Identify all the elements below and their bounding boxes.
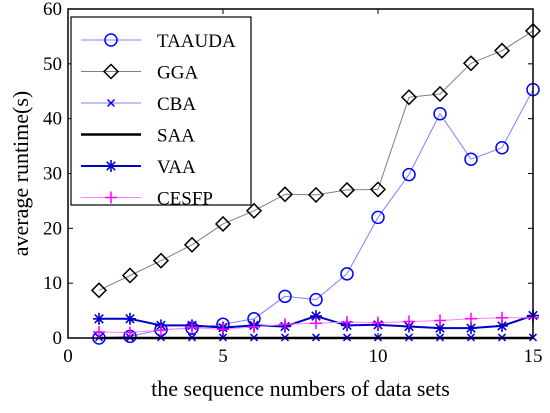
data-point-vaa xyxy=(465,322,477,335)
data-point-taauda xyxy=(495,140,509,155)
legend-label-cba: CBA xyxy=(157,94,196,115)
y-tick-label: 20 xyxy=(43,218,62,239)
data-point-gga xyxy=(121,267,139,284)
data-point-taauda xyxy=(278,289,292,304)
legend-marker-taauda xyxy=(104,33,118,47)
legend-marker-cba xyxy=(106,98,116,108)
data-point-cesfp xyxy=(372,316,384,329)
data-point-gga xyxy=(307,186,325,203)
data-point-gga xyxy=(400,89,418,106)
legend-label-taauda: TAAUDA xyxy=(157,31,236,52)
data-point-cesfp xyxy=(93,325,105,338)
legend-marker-cesfp xyxy=(105,191,117,204)
data-point-taauda xyxy=(309,292,323,307)
data-point-cesfp xyxy=(465,312,477,325)
x-tick-label: 10 xyxy=(369,346,388,367)
legend-label-gga: GGA xyxy=(157,63,198,84)
legend: TAAUDA GGA CBA SAA VAA CESFP xyxy=(70,16,252,210)
data-point-gga xyxy=(214,215,232,233)
data-point-cesfp xyxy=(124,326,136,339)
data-point-vaa xyxy=(434,322,446,335)
data-point-cesfp xyxy=(248,321,260,334)
y-tick-label: 30 xyxy=(43,164,62,185)
data-point-gga xyxy=(183,236,201,253)
y-tick-label: 10 xyxy=(43,273,62,294)
data-point-gga xyxy=(276,186,294,203)
legend-marker-gga xyxy=(102,63,120,80)
data-point-taauda xyxy=(340,267,354,281)
data-point-cesfp xyxy=(403,315,415,328)
data-point-gga xyxy=(152,252,170,269)
x-tick-label: 15 xyxy=(524,346,543,367)
y-axis-title: average runtime(s) xyxy=(8,91,33,257)
data-point-taauda xyxy=(464,152,478,166)
series-line-gga xyxy=(98,30,534,291)
data-point-gga xyxy=(462,55,480,72)
x-axis-ticks: 0 5 10 15 xyxy=(63,9,543,367)
x-tick-label: 0 xyxy=(63,346,73,367)
data-point-cesfp xyxy=(434,314,446,327)
data-point-vaa xyxy=(124,312,136,325)
data-point-taauda xyxy=(433,106,447,121)
data-point-cesfp xyxy=(186,321,198,334)
data-point-taauda xyxy=(371,210,385,225)
data-point-vaa xyxy=(496,319,508,332)
y-tick-label: 60 xyxy=(43,0,62,20)
data-point-gga xyxy=(431,85,449,103)
data-point-gga xyxy=(245,202,263,219)
legend-label-saa: SAA xyxy=(157,126,195,147)
x-tick-label: 5 xyxy=(218,346,228,367)
data-point-cesfp xyxy=(310,317,322,330)
x-axis-title: the sequence numbers of data sets xyxy=(151,376,450,401)
y-tick-label: 0 xyxy=(53,328,63,349)
data-point-taauda xyxy=(402,167,416,182)
data-point-cesfp xyxy=(341,316,353,329)
legend-box xyxy=(70,16,252,206)
y-tick-label: 40 xyxy=(43,109,62,130)
data-point-gga xyxy=(90,282,108,299)
data-point-gga xyxy=(369,181,387,198)
data-point-gga xyxy=(493,42,511,59)
data-point-vaa xyxy=(310,310,322,323)
data-point-cesfp xyxy=(155,324,167,337)
legend-marker-vaa xyxy=(105,160,117,172)
data-point-vaa xyxy=(93,312,105,325)
data-point-gga xyxy=(338,181,356,199)
data-point-cesfp xyxy=(279,318,291,331)
y-tick-label: 50 xyxy=(43,54,62,75)
legend-label-vaa: VAA xyxy=(157,157,196,178)
legend-label-cesfp: CESFP xyxy=(157,189,213,210)
data-point-cesfp xyxy=(496,311,508,324)
